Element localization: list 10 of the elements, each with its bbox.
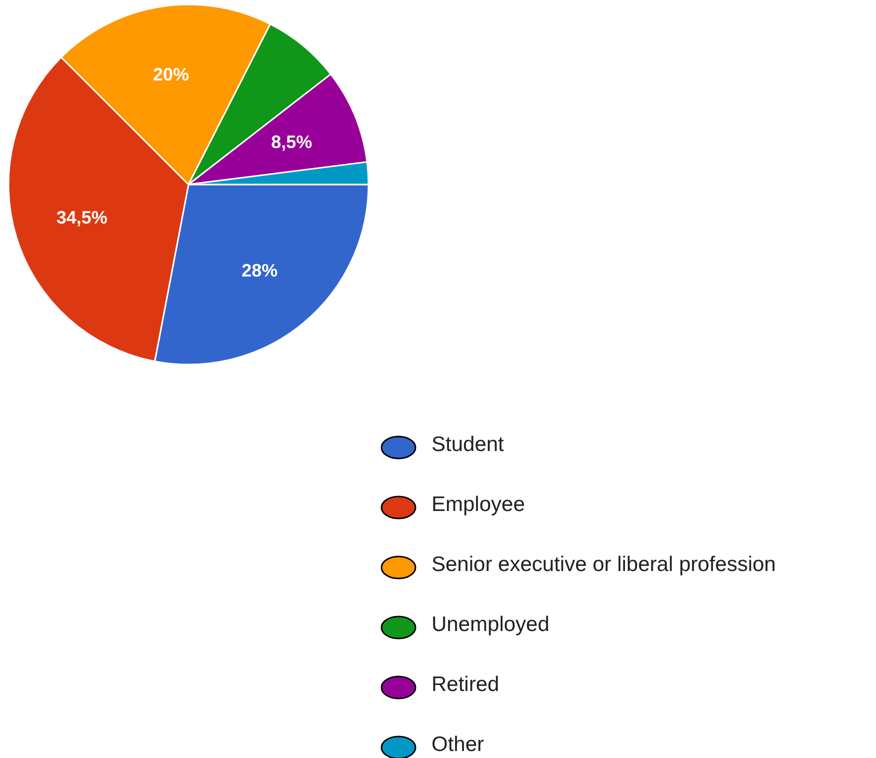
- data-label: 28%: [242, 260, 278, 280]
- legend-label: Student: [432, 433, 504, 456]
- legend-label: Retired: [432, 673, 500, 696]
- legend-label: Other: [432, 733, 484, 756]
- data-label: 8,5%: [271, 132, 312, 152]
- data-label: 20%: [153, 64, 190, 84]
- legend-label: Senior executive or liberal profession: [432, 553, 776, 576]
- data-label: 34,5%: [56, 207, 108, 228]
- legend-label: Employee: [432, 493, 525, 516]
- legend-label: Unemployed: [432, 613, 550, 636]
